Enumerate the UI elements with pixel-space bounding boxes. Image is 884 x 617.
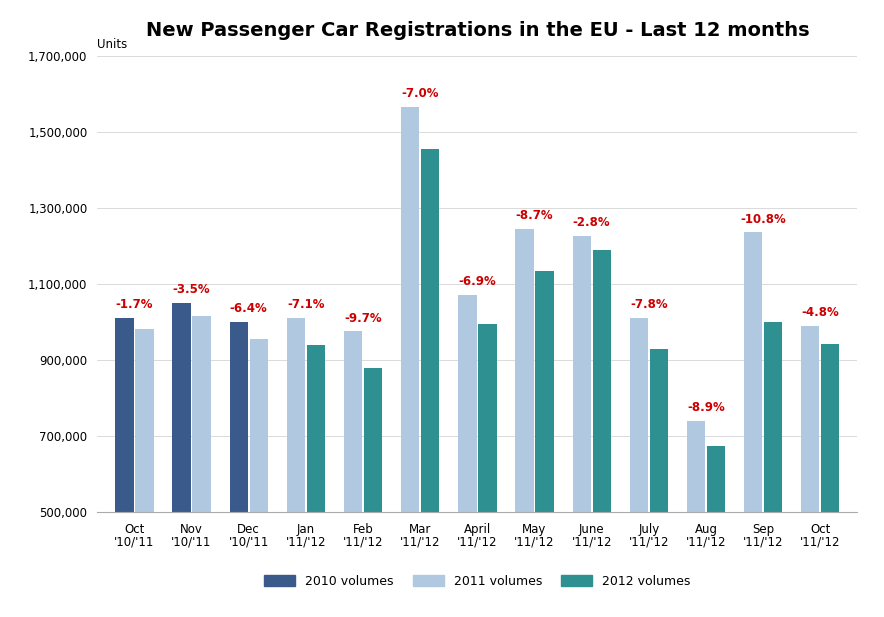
Bar [193,316,210,512]
Bar [515,229,534,512]
Text: Units: Units [97,38,127,51]
Text: Oct: Oct [810,523,830,536]
Text: -8.7%: -8.7% [515,209,553,222]
Text: Mar: Mar [409,523,431,536]
Bar [478,324,497,512]
Bar [364,368,382,512]
Text: -9.7%: -9.7% [344,312,382,325]
Text: -6.9%: -6.9% [459,275,496,288]
Text: -7.8%: -7.8% [630,298,667,311]
Bar [650,349,668,512]
Bar [687,421,705,512]
Text: Sep: Sep [752,523,774,536]
Text: -7.1%: -7.1% [287,298,324,311]
Text: -10.8%: -10.8% [740,213,786,226]
Text: '11/'12: '11/'12 [629,536,669,549]
Bar [764,322,782,512]
Text: Oct: Oct [125,523,145,536]
Text: June: June [579,523,605,536]
Legend: 2010 volumes, 2011 volumes, 2012 volumes: 2010 volumes, 2011 volumes, 2012 volumes [259,569,696,592]
Bar [172,303,191,512]
Bar [401,107,419,512]
Text: '10/'11: '10/'11 [229,536,269,549]
Text: '11/'12: '11/'12 [800,536,841,549]
Bar [744,233,762,512]
Text: Aug: Aug [695,523,718,536]
Bar [801,326,819,512]
Text: '11/'12: '11/'12 [514,536,555,549]
Bar [249,339,268,512]
Bar [592,250,611,512]
Bar [573,236,591,512]
Title: New Passenger Car Registrations in the EU - Last 12 months: New Passenger Car Registrations in the E… [146,21,809,40]
Text: April: April [464,523,491,536]
Bar [230,322,248,512]
Text: -8.9%: -8.9% [687,401,725,414]
Bar [458,296,476,512]
Text: Nov: Nov [180,523,203,536]
Text: '11/'12: '11/'12 [571,536,612,549]
Text: Jan: Jan [297,523,315,536]
Text: -3.5%: -3.5% [172,283,210,296]
Text: Feb: Feb [353,523,373,536]
Text: May: May [522,523,546,536]
Text: '11/'12: '11/'12 [457,536,498,549]
Bar [821,344,840,512]
Text: '11/'12: '11/'12 [686,536,727,549]
Text: -7.0%: -7.0% [401,87,439,100]
Text: -6.4%: -6.4% [230,302,268,315]
Bar [344,331,362,512]
Bar [536,270,553,512]
Text: July: July [638,523,659,536]
Bar [421,149,439,512]
Bar [286,318,305,512]
Text: '11/'12: '11/'12 [343,536,384,549]
Text: -1.7%: -1.7% [116,298,153,311]
Text: Dec: Dec [237,523,260,536]
Bar [707,446,725,512]
Text: '10/'11: '10/'11 [114,536,155,549]
Text: '10/'11: '10/'11 [171,536,212,549]
Bar [135,329,154,512]
Text: '11/'12: '11/'12 [400,536,440,549]
Text: -2.8%: -2.8% [573,217,611,230]
Text: '11/'12: '11/'12 [743,536,783,549]
Bar [629,318,648,512]
Text: '11/'12: '11/'12 [286,536,326,549]
Bar [115,318,133,512]
Bar [307,346,325,512]
Text: -4.8%: -4.8% [802,306,839,319]
